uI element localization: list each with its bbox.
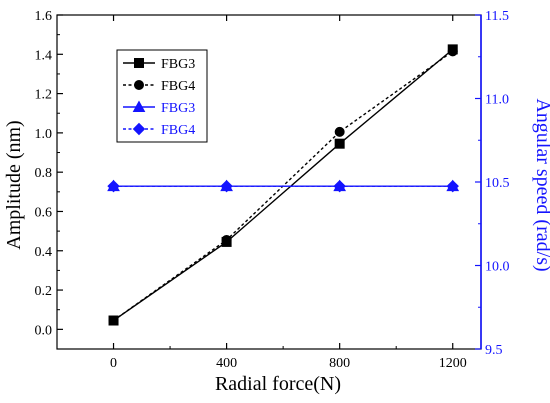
x-axis-title: Radial force(N): [215, 373, 341, 395]
legend-marker: [134, 80, 144, 90]
x-tick-label: 1200: [439, 356, 467, 371]
right-y-tick-label: 11.5: [485, 9, 509, 24]
data-point: [107, 179, 120, 193]
data-point: [221, 234, 232, 245]
series-fbg4-right: [107, 179, 459, 193]
legend-marker: [134, 58, 144, 68]
right-y-tick-label: 10.5: [485, 176, 510, 191]
x-tick-label: 800: [329, 356, 350, 371]
legend-label: FBG3: [161, 101, 195, 116]
legend-marker: [132, 100, 146, 112]
left-y-tick-label: 0.4: [35, 245, 53, 260]
right-y-tick-label: 9.5: [485, 343, 503, 358]
right-y-tick-label: 10.0: [485, 260, 510, 275]
left-y-tick-label: 0.0: [35, 323, 53, 338]
data-point: [108, 315, 119, 326]
right-axis-title: Angular speed (rad/s): [532, 98, 550, 271]
legend-label: FBG4: [161, 123, 195, 138]
left-y-tick-label: 1.4: [35, 48, 53, 63]
legend-label: FBG3: [161, 57, 195, 72]
data-point: [447, 46, 458, 57]
left-y-tick-label: 1.6: [35, 9, 53, 24]
left-y-tick-label: 0.6: [35, 205, 53, 220]
x-tick-label: 0: [110, 356, 117, 371]
left-y-tick-label: 1.0: [35, 127, 53, 142]
legend-item: FBG3: [123, 100, 195, 116]
left-y-tick-label: 0.2: [35, 284, 53, 299]
legend-label: FBG4: [161, 79, 195, 94]
x-tick-label: 400: [216, 356, 237, 371]
left-y-tick-label: 0.8: [35, 166, 53, 181]
legend-box: [116, 49, 208, 143]
left-axis-title: Amplitude (nm): [3, 120, 25, 249]
data-point: [334, 138, 345, 149]
data-point: [334, 126, 345, 137]
data-point: [333, 179, 346, 193]
legend: FBG3 FBG4 FBG3 FBG4: [116, 49, 208, 143]
data-point: [220, 179, 233, 193]
left-y-tick-label: 1.2: [35, 88, 53, 103]
series-line: [113, 48, 454, 322]
legend-item: FBG4: [123, 79, 195, 94]
right-y-tick-label: 11.0: [485, 93, 509, 108]
legend-item: FBG4: [123, 122, 195, 138]
data-point: [446, 179, 459, 193]
legend-item: FBG3: [123, 57, 195, 72]
legend-marker: [132, 122, 146, 136]
